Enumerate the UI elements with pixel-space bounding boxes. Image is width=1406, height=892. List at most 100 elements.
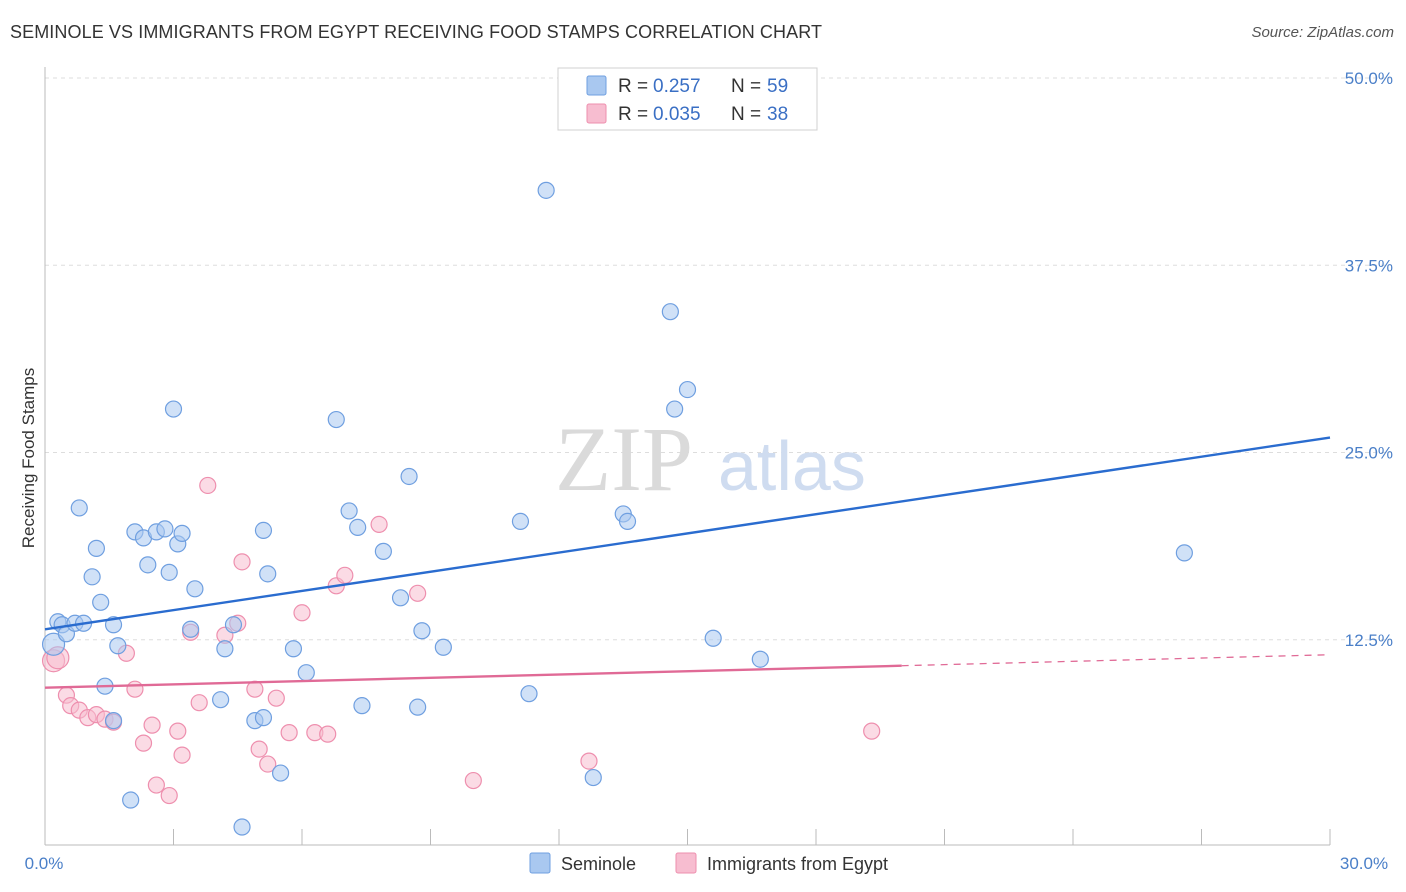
seminole-point-6	[70, 499, 88, 517]
watermark-atlas: atlas	[718, 427, 866, 505]
seminole-point-21	[173, 524, 191, 542]
egypt-trend-line-extension	[901, 654, 1331, 667]
source-credit: Source: ZipAtlas.com	[1251, 24, 1394, 41]
egypt-point-24	[250, 740, 268, 758]
legend-n-value-seminole: 59	[767, 76, 788, 97]
legend-r-value-seminole: 0.257	[653, 76, 701, 97]
top-legend: R = 0.257 N = 59 R = 0.035 N = 38	[557, 67, 818, 131]
seminole-point-46	[584, 768, 602, 787]
x-tick-label-max: 30.0%	[1340, 854, 1388, 873]
y-tick-labels: 12.5% 25.0% 37.5% 50.0%	[1345, 69, 1393, 650]
seminole-point-57	[254, 709, 273, 727]
seminole-point-40	[409, 698, 427, 716]
bottom-legend-swatch-seminole	[529, 852, 551, 874]
egypt-point-18	[190, 694, 208, 712]
y-axis-label: Receiving Food Stamps	[19, 368, 38, 548]
egypt-point-36	[580, 752, 598, 770]
seminole-point-24	[216, 640, 234, 658]
seminole-point-56	[104, 712, 123, 730]
watermark-zip: ZIP	[555, 408, 693, 510]
seminole-point-12	[109, 637, 127, 655]
seminole-point-22	[186, 580, 204, 598]
egypt-point-27	[280, 724, 298, 742]
bottom-legend: Seminole Immigrants from Egypt	[529, 852, 888, 874]
x-axis-ticks	[44, 829, 1331, 845]
legend-r-label-egypt: R =	[618, 104, 648, 125]
seminole-point-31	[284, 640, 303, 658]
egypt-point-22	[233, 553, 251, 571]
seminole-point-26	[233, 818, 251, 836]
seminole-point-58	[182, 620, 200, 638]
seminole-point-0	[41, 632, 66, 656]
seminole-point-53	[751, 650, 769, 668]
seminole-point-35	[349, 518, 367, 537]
seminole-point-44	[520, 685, 538, 703]
seminole-point-50	[666, 400, 684, 418]
seminole-point-48	[618, 512, 637, 531]
seminole-point-54	[1175, 544, 1193, 562]
bottom-legend-label-seminole: Seminole	[561, 854, 636, 874]
seminole-point-15	[139, 556, 157, 574]
trend-lines	[44, 436, 1331, 689]
y-tick-label-25: 25.0%	[1345, 444, 1393, 463]
egypt-point-16	[173, 746, 191, 764]
seminole-point-39	[400, 467, 418, 486]
egypt-point-15	[169, 722, 187, 740]
egypt-point-25	[259, 755, 277, 773]
bottom-legend-label-egypt: Immigrants from Egypt	[707, 854, 888, 874]
egypt-point-26	[267, 689, 285, 707]
seminole-point-23	[212, 691, 230, 709]
egypt-point-19	[199, 476, 217, 495]
seminole-point-25	[224, 616, 243, 634]
seminole-point-33	[327, 410, 345, 429]
egypt-point-34	[409, 584, 427, 602]
egypt-point-30	[319, 725, 337, 743]
seminole-point-29	[259, 565, 277, 583]
seminole-point-28	[254, 521, 273, 539]
seminole-point-43	[511, 512, 530, 531]
egypt-point-14	[160, 786, 178, 805]
egypt-point-33	[370, 515, 388, 534]
chart-title: SEMINOLE VS IMMIGRANTS FROM EGYPT RECEIV…	[10, 22, 823, 42]
bottom-legend-swatch-egypt	[675, 852, 697, 874]
y-tick-label-50: 50.0%	[1345, 69, 1393, 88]
seminole-point-52	[704, 629, 722, 647]
seminole-point-37	[374, 542, 392, 560]
seminole-point-32	[297, 664, 315, 682]
seminole-trend-line	[44, 436, 1331, 631]
legend-n-label-seminole: N =	[731, 76, 761, 97]
egypt-trend-line	[44, 664, 902, 689]
seminole-point-7	[87, 539, 106, 557]
egypt-point-35	[464, 771, 482, 790]
seminole-point-51	[678, 380, 697, 399]
legend-r-label-seminole: R =	[618, 76, 648, 97]
seminole-point-9	[92, 593, 110, 611]
seminole-point-8	[83, 568, 101, 586]
seminole-point-19	[164, 400, 183, 418]
seminole-point-34	[340, 502, 358, 520]
seminole-point-49	[661, 303, 679, 321]
y-tick-label-37.5: 37.5%	[1345, 256, 1393, 275]
seminole-point-36	[353, 697, 371, 715]
egypt-point-37	[863, 722, 881, 740]
seminole-point-55	[122, 791, 140, 809]
legend-n-label-egypt: N =	[731, 104, 761, 125]
egypt-point-12	[143, 716, 161, 734]
seminole-point-38	[391, 589, 410, 607]
legend-swatch-seminole	[586, 75, 607, 96]
x-tick-label-min: 0.0%	[25, 854, 64, 873]
seminole-point-41	[413, 622, 431, 640]
egypt-point-32	[336, 566, 354, 584]
egypt-point-28	[293, 604, 311, 622]
legend-r-value-egypt: 0.035	[653, 104, 701, 125]
seminole-point-42	[434, 638, 452, 656]
egypt-point-11	[134, 734, 153, 752]
seminole-point-45	[537, 181, 555, 199]
seminole-point-30	[271, 764, 290, 782]
seminole-point-18	[160, 563, 178, 581]
egypt-point-13	[147, 776, 165, 794]
seminole-point-17	[156, 520, 174, 538]
legend-n-value-egypt: 38	[767, 104, 788, 125]
legend-swatch-egypt	[586, 103, 607, 124]
